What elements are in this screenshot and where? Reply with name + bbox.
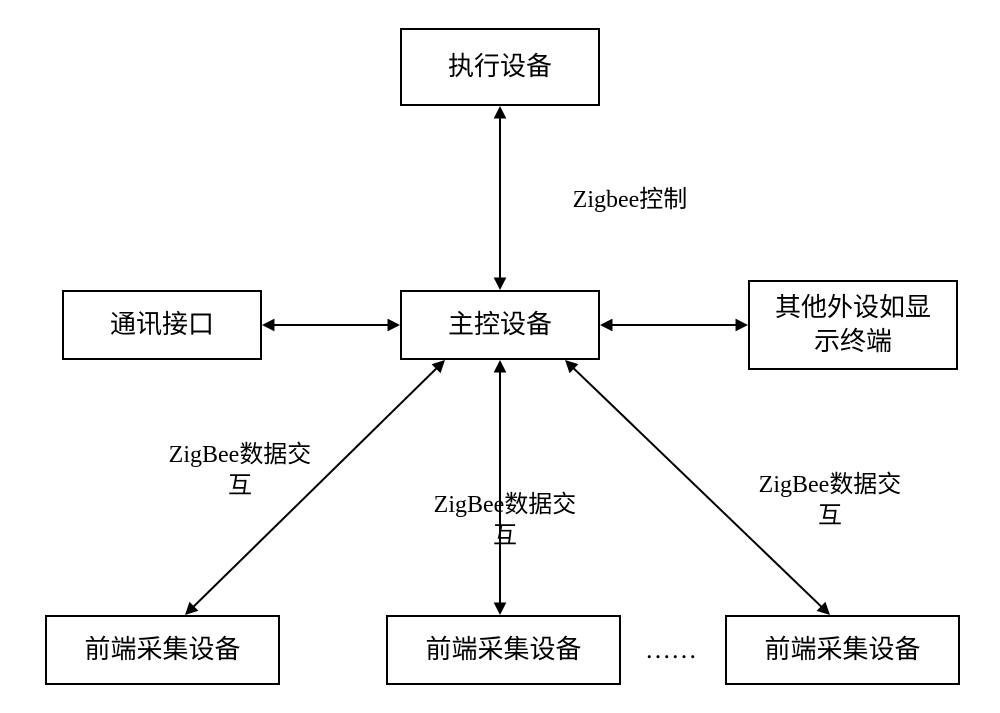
node-master: 主控设备 <box>400 290 600 360</box>
node-label: 其他外设如显 示终端 <box>775 291 931 359</box>
ellipsis-text: …… <box>645 635 697 664</box>
ellipsis: …… <box>645 635 697 665</box>
node-label: 执行设备 <box>448 50 552 84</box>
node-front3: 前端采集设备 <box>725 615 960 685</box>
node-periph: 其他外设如显 示终端 <box>748 280 958 370</box>
node-comm: 通讯接口 <box>62 290 262 360</box>
node-front2: 前端采集设备 <box>386 615 621 685</box>
edge-label: ZigBee数据交 互 <box>130 440 350 502</box>
node-exec: 执行设备 <box>400 28 600 106</box>
node-label: 前端采集设备 <box>84 633 240 667</box>
edge-label: ZigBee数据交 互 <box>720 470 940 532</box>
node-label: 通讯接口 <box>110 308 214 342</box>
node-label: 前端采集设备 <box>764 633 920 667</box>
node-label: 主控设备 <box>448 308 552 342</box>
node-label: 前端采集设备 <box>425 633 581 667</box>
edge-label: Zigbee控制 <box>530 185 730 216</box>
node-front1: 前端采集设备 <box>45 615 280 685</box>
edge-label: ZigBee数据交 互 <box>395 490 615 552</box>
